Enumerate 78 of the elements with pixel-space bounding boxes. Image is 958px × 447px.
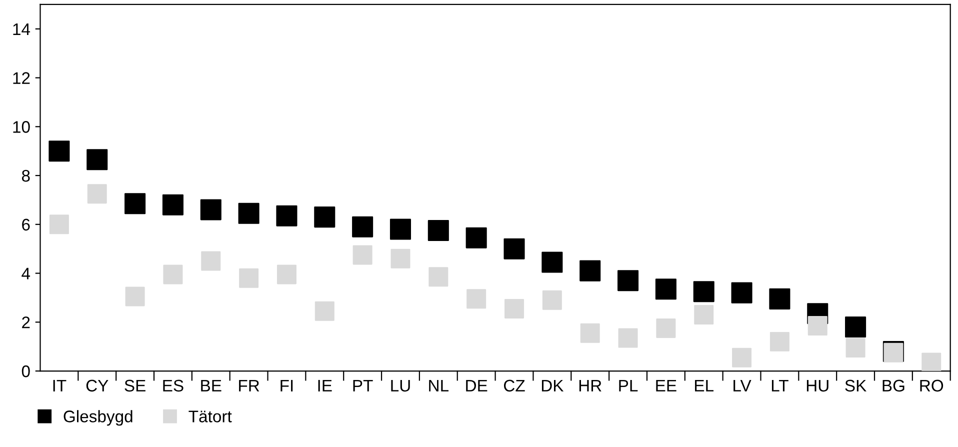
y-tick-label: 6 xyxy=(22,218,30,231)
y-tick-label: 0 xyxy=(22,365,30,378)
point xyxy=(124,193,146,214)
point xyxy=(276,205,298,226)
y-tick-label: 8 xyxy=(22,170,30,182)
x-tick-label: FI xyxy=(280,380,293,392)
x-tick-label: LU xyxy=(391,380,410,392)
point xyxy=(542,290,562,310)
point xyxy=(922,352,942,372)
point xyxy=(201,251,221,271)
point xyxy=(276,264,296,284)
point xyxy=(504,238,525,260)
point xyxy=(314,206,336,228)
x-tick-label: BE xyxy=(201,380,222,392)
x-tick-label: ES xyxy=(163,380,184,392)
x-tick-label: CY xyxy=(86,380,108,392)
point xyxy=(693,281,714,302)
point xyxy=(238,202,260,224)
point xyxy=(770,332,790,352)
point xyxy=(694,305,714,325)
x-tick-label: NL xyxy=(429,380,449,392)
x-tick-label: RO xyxy=(920,380,944,392)
point xyxy=(163,264,183,284)
point xyxy=(314,301,334,321)
point xyxy=(731,282,752,304)
y-tick-label: 2 xyxy=(22,316,30,328)
point xyxy=(125,286,145,306)
x-tick-label: DE xyxy=(466,380,488,392)
point xyxy=(352,245,372,265)
y-tick-label: 14 xyxy=(13,23,30,35)
point xyxy=(162,194,184,216)
point xyxy=(87,184,107,204)
x-tick-label: IT xyxy=(53,380,66,392)
x-tick-label: LT xyxy=(772,380,788,392)
point xyxy=(580,260,601,282)
point xyxy=(504,298,524,318)
y-tick-label: 4 xyxy=(22,268,30,280)
point xyxy=(390,248,410,268)
x-tick-label: CZ xyxy=(504,380,525,392)
point xyxy=(617,270,639,292)
y-tick-label: 10 xyxy=(13,121,30,133)
point xyxy=(428,220,449,242)
y-tick-label: 12 xyxy=(13,72,30,84)
point xyxy=(542,252,563,273)
point xyxy=(618,328,638,348)
legend-label: Tätort xyxy=(188,410,232,422)
point xyxy=(466,289,486,309)
x-tick-label: SK xyxy=(845,380,866,392)
point xyxy=(239,268,259,288)
point xyxy=(86,149,108,170)
point xyxy=(200,199,222,220)
point xyxy=(49,214,69,234)
point xyxy=(656,318,676,338)
x-tick-label: LV xyxy=(734,380,752,392)
point xyxy=(580,323,600,343)
point xyxy=(466,227,487,248)
point xyxy=(846,338,866,358)
x-tick-label: PT xyxy=(353,380,373,392)
x-tick-label: SE xyxy=(124,380,146,392)
point xyxy=(390,218,411,240)
point xyxy=(732,348,752,368)
x-tick-label: DK xyxy=(542,380,564,392)
point xyxy=(352,216,374,238)
legend-label: Glesbygd xyxy=(64,410,132,426)
x-tick-label: HR xyxy=(579,380,602,392)
point xyxy=(808,316,828,336)
x-tick-label: FR xyxy=(239,380,260,392)
x-tick-label: EL xyxy=(695,380,714,392)
x-tick-label: HU xyxy=(806,380,828,392)
x-tick-label: IE xyxy=(318,380,332,392)
x-tick-label: PL xyxy=(619,380,638,392)
point xyxy=(48,140,70,162)
x-tick-label: BG xyxy=(882,380,904,392)
point xyxy=(845,316,866,338)
x-tick-label: EE xyxy=(656,380,676,392)
point xyxy=(428,267,448,287)
point xyxy=(769,288,790,310)
point xyxy=(655,278,676,300)
